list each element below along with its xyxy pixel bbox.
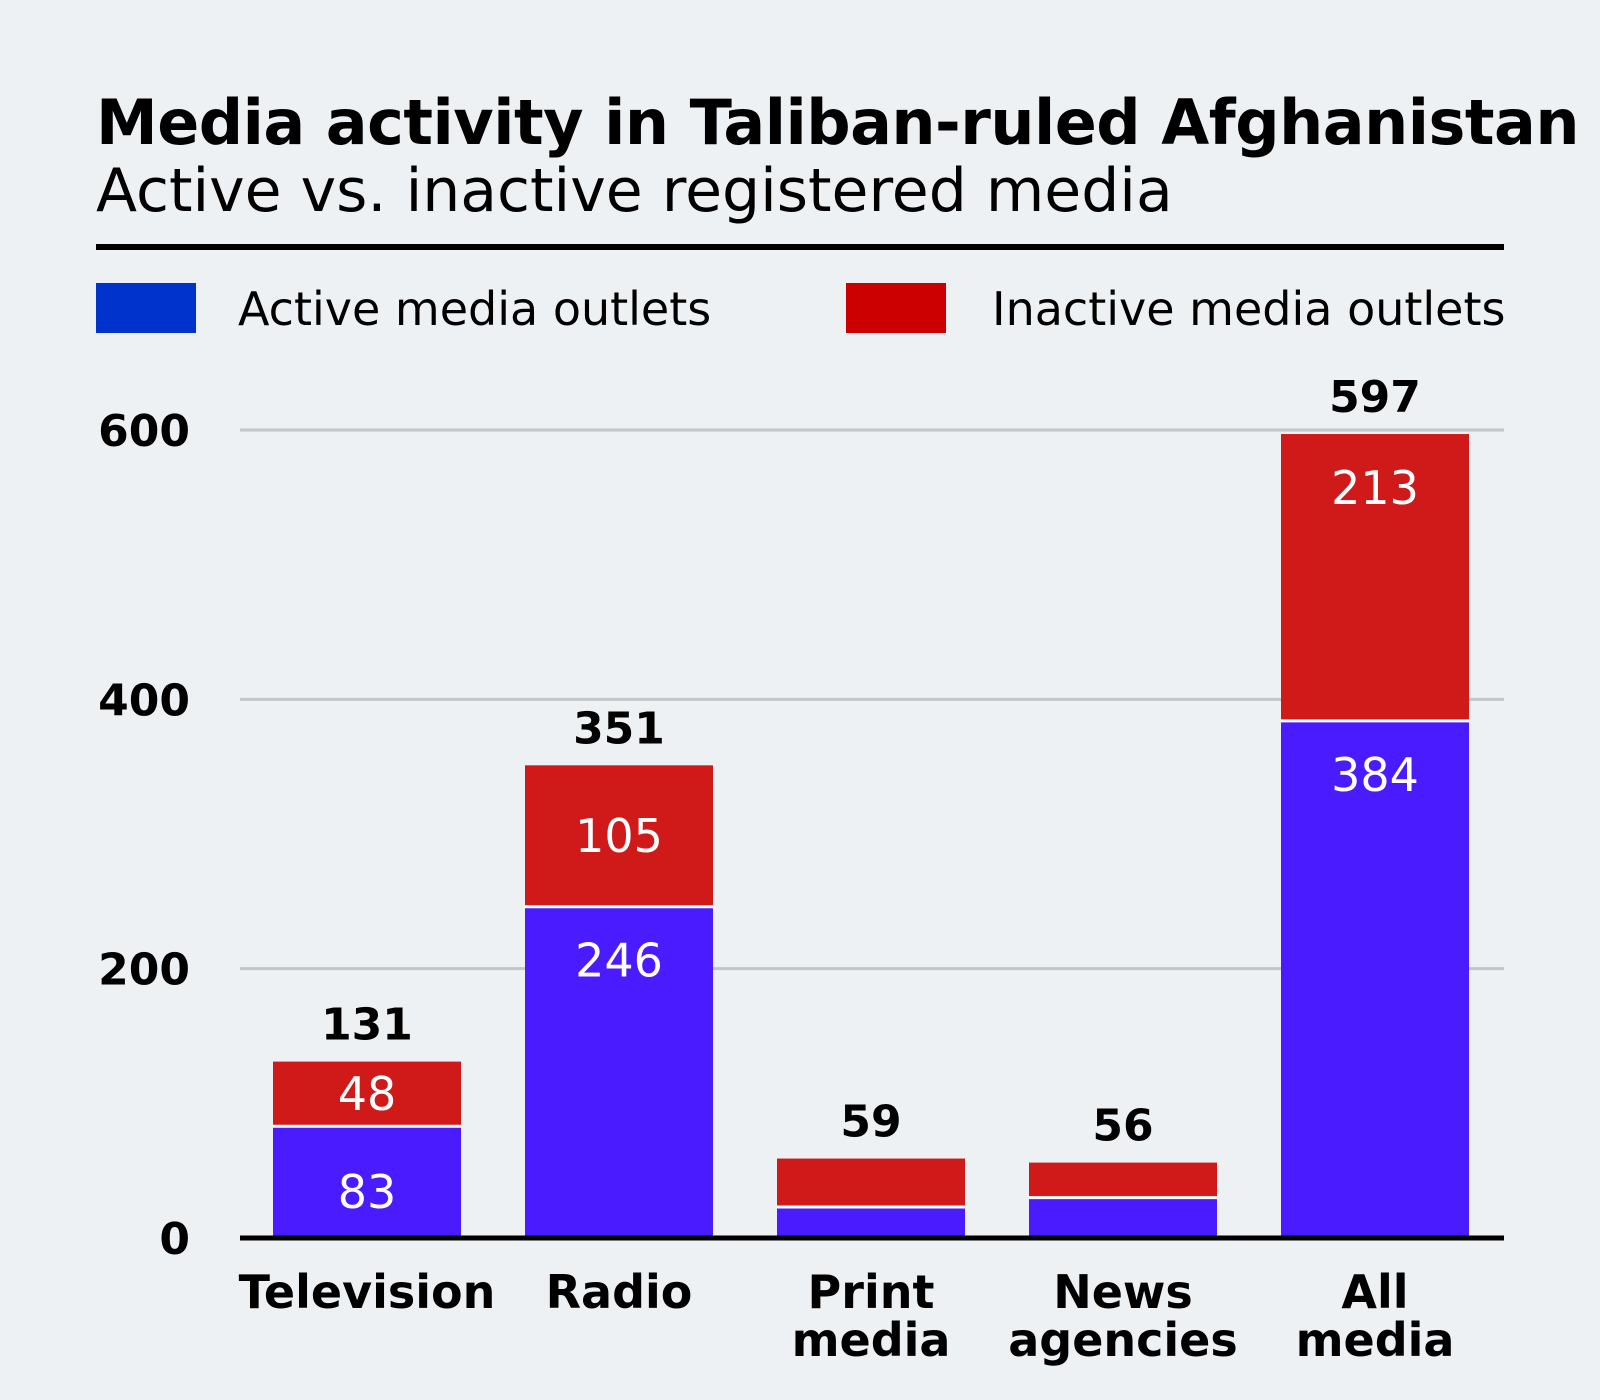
bar-inactive-0: [273, 1061, 461, 1127]
data-label-active-1: 246: [575, 934, 663, 988]
legend-label-active: Active media outlets: [238, 282, 712, 336]
x-tick-label-1: Radio: [546, 1265, 693, 1319]
bar-active-1: [525, 906, 713, 1238]
bar-inactive-1: [525, 765, 713, 907]
data-label-active-0: 83: [338, 1165, 397, 1219]
bar-active-3: [1029, 1197, 1217, 1238]
bar-inactive-4: [1281, 434, 1469, 721]
chart-title: Media activity in Taliban-ruled Afghanis…: [96, 86, 1580, 159]
x-tick-label-4: All media: [1296, 1265, 1455, 1367]
title-divider: [96, 244, 1504, 250]
y-tick-label-400: 400: [98, 675, 190, 726]
y-tick-label-200: 200: [98, 945, 190, 996]
bar-inactive-2: [777, 1158, 965, 1208]
bar-active-2: [777, 1207, 965, 1238]
x-tick-label-0: Television: [239, 1265, 496, 1319]
chart-subtitle: Active vs. inactive registered media: [96, 156, 1173, 226]
data-label-inactive-1: 105: [575, 809, 663, 863]
y-tick-label-0: 0: [159, 1214, 190, 1265]
bar-inactive-3: [1029, 1162, 1217, 1198]
data-label-inactive-4: 213: [1331, 461, 1419, 515]
data-label-active-4: 384: [1331, 748, 1419, 802]
total-label-3: 56: [1092, 1101, 1153, 1152]
x-tick-label-2: Print media: [792, 1265, 951, 1367]
bar-active-4: [1281, 720, 1469, 1238]
total-label-2: 59: [840, 1097, 901, 1148]
legend-swatch-active: [96, 283, 196, 333]
total-label-0: 131: [321, 1000, 413, 1051]
data-label-inactive-0: 48: [338, 1067, 397, 1121]
legend-swatch-inactive: [846, 283, 946, 333]
y-tick-label-600: 600: [98, 406, 190, 457]
x-tick-label-3: News agencies: [1008, 1265, 1238, 1367]
bar-active-0: [273, 1126, 461, 1238]
total-label-1: 351: [573, 703, 665, 754]
legend-label-inactive: Inactive media outlets: [992, 282, 1506, 336]
total-label-4: 597: [1329, 372, 1421, 423]
